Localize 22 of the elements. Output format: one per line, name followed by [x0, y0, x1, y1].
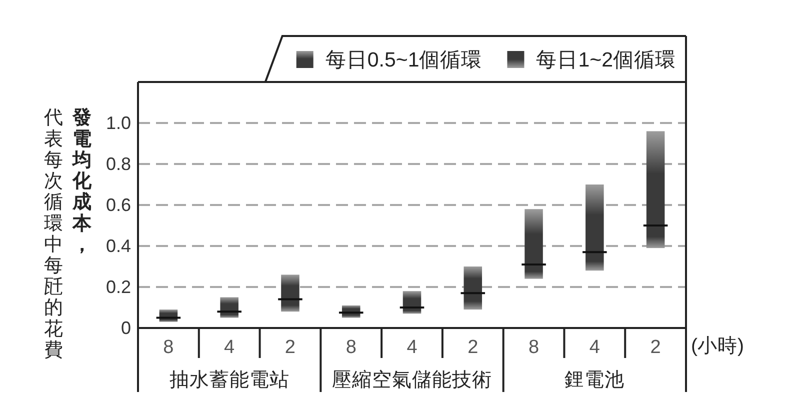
y-axis-title: 發電均化成本，代表每次循環中每瓩的花費 — [44, 108, 94, 361]
y-tick-label: 0.6 — [106, 195, 131, 215]
x-tick-label: 4 — [224, 337, 235, 358]
group-label: 抽水蓄能電站 — [169, 369, 290, 391]
y-tick-label: 0 — [120, 318, 131, 338]
group-label: 壓縮空氣儲能技術 — [332, 369, 492, 391]
x-tick-label: 2 — [284, 337, 296, 358]
x-tick-label: 4 — [589, 337, 600, 358]
legend-label: 每日1~2個循環 — [536, 48, 676, 72]
x-axis-title: (小時) — [691, 335, 744, 357]
x-tick-label: 4 — [406, 337, 418, 358]
y-tick-label: 0.8 — [106, 154, 131, 174]
y-tick-label: 0.2 — [106, 277, 131, 297]
y-tick-label: 1.0 — [106, 113, 131, 133]
legend-label: 每日0.5~1個循環 — [325, 48, 482, 72]
x-tick-label: 2 — [650, 337, 661, 358]
x-tick-label: 8 — [346, 337, 356, 358]
x-tick-label: 8 — [528, 337, 540, 358]
group-label: 鋰電池 — [564, 369, 625, 391]
y-tick-label: 0.4 — [106, 236, 131, 256]
x-tick-label: 8 — [163, 337, 174, 358]
x-tick-label: 2 — [468, 337, 478, 358]
